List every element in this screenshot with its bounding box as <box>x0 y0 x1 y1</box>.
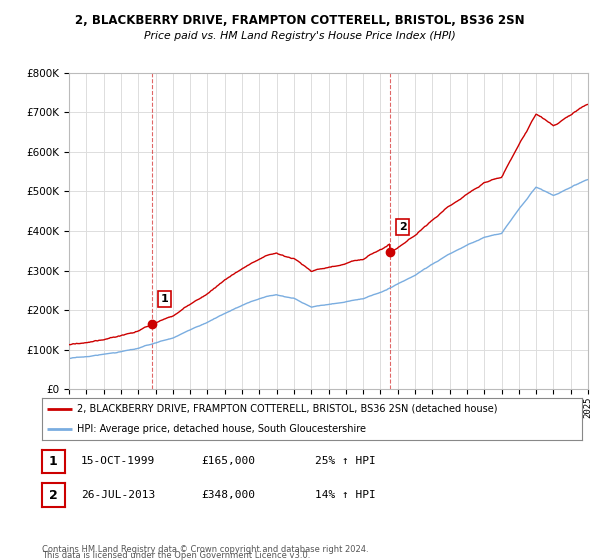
Text: 14% ↑ HPI: 14% ↑ HPI <box>315 490 376 500</box>
Text: 2: 2 <box>49 488 58 502</box>
Text: 1: 1 <box>161 294 168 304</box>
Text: £165,000: £165,000 <box>201 456 255 466</box>
Text: HPI: Average price, detached house, South Gloucestershire: HPI: Average price, detached house, Sout… <box>77 424 366 434</box>
Text: 26-JUL-2013: 26-JUL-2013 <box>81 490 155 500</box>
Text: 25% ↑ HPI: 25% ↑ HPI <box>315 456 376 466</box>
Text: Contains HM Land Registry data © Crown copyright and database right 2024.: Contains HM Land Registry data © Crown c… <box>42 545 368 554</box>
Text: This data is licensed under the Open Government Licence v3.0.: This data is licensed under the Open Gov… <box>42 551 310 560</box>
Text: 15-OCT-1999: 15-OCT-1999 <box>81 456 155 466</box>
Text: 1: 1 <box>49 455 58 468</box>
Text: £348,000: £348,000 <box>201 490 255 500</box>
Text: 2, BLACKBERRY DRIVE, FRAMPTON COTTERELL, BRISTOL, BS36 2SN (detached house): 2, BLACKBERRY DRIVE, FRAMPTON COTTERELL,… <box>77 404 497 414</box>
Text: 2, BLACKBERRY DRIVE, FRAMPTON COTTERELL, BRISTOL, BS36 2SN: 2, BLACKBERRY DRIVE, FRAMPTON COTTERELL,… <box>75 14 525 27</box>
Text: 2: 2 <box>399 222 406 232</box>
Text: Price paid vs. HM Land Registry's House Price Index (HPI): Price paid vs. HM Land Registry's House … <box>144 31 456 41</box>
